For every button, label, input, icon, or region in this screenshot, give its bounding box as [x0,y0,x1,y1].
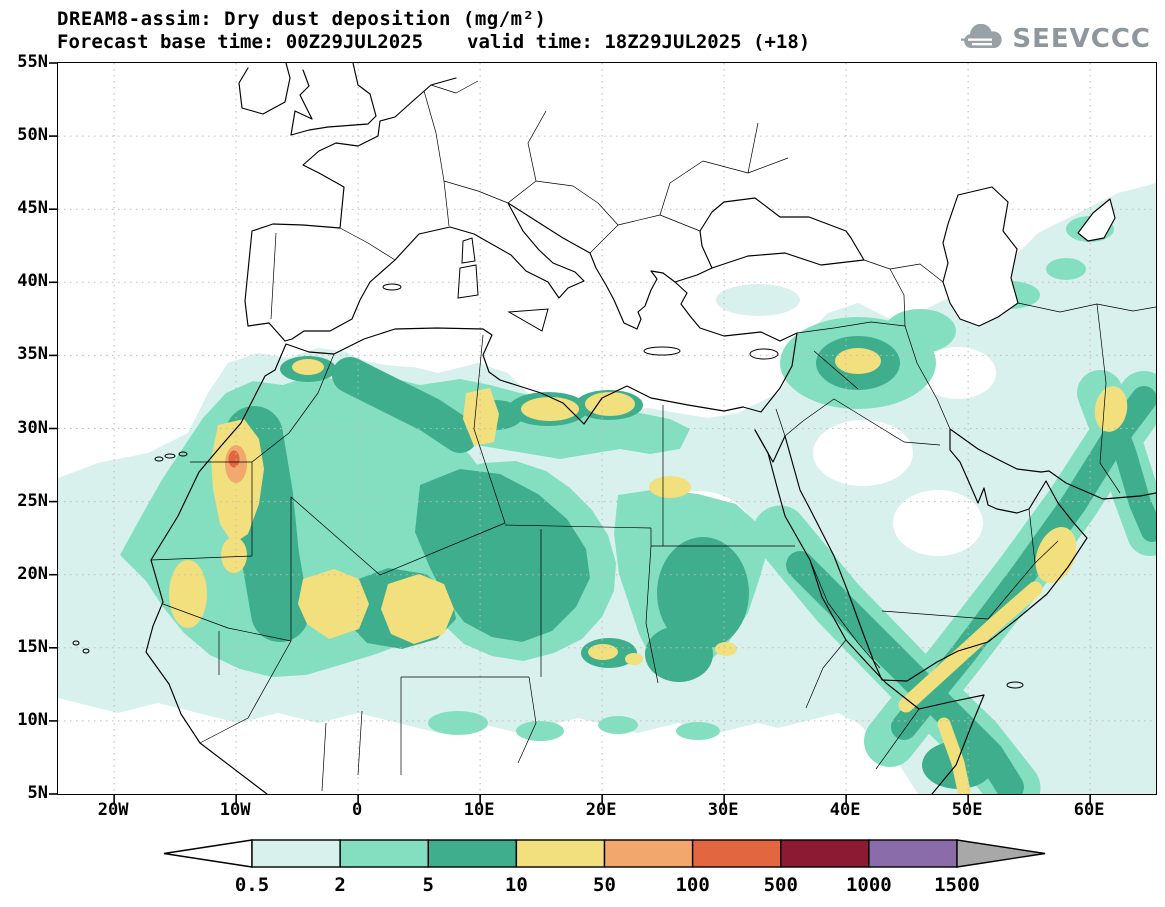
y-tick-label: 35N [17,344,48,365]
x-tick-label: 10W [219,800,251,820]
colorbar-segment [251,839,341,868]
x-tick-label: 20W [97,800,129,820]
y-tick-label: 45N [17,198,48,219]
x-tick-label: 50E [951,800,983,820]
subtitle: Forecast base time: 00Z29JUL2025 valid t… [57,31,810,53]
colorbar-level-label: 1000 [845,874,892,896]
colorbar-level-label: 5 [422,874,434,896]
y-tick-label: 30N [17,417,48,438]
map [49,62,1157,803]
colorbar-arrow-low [163,839,253,868]
y-tick-label: 50N [17,125,48,146]
colorbar-level-label: 100 [675,874,710,896]
colorbar-segment [868,839,958,868]
y-tick-label: 40N [17,271,48,292]
colorbar-segment [780,839,870,868]
colorbar-level-label: 0.5 [234,874,270,896]
x-tick-label: 40E [829,800,861,820]
colorbar-segment [339,839,429,868]
colorbar-level-label: 1500 [934,874,980,896]
country-borders [150,80,1157,792]
colorbar-level-label: 2 [334,874,346,896]
colorbar-segment [603,839,694,868]
x-tick-label: 60E [1073,800,1105,820]
x-tick-label: 10E [463,800,495,820]
forecast-base-time: Forecast base time: 00Z29JUL2025 [57,31,424,53]
colorbar-level-label: 500 [763,874,798,896]
y-tick-label: 55N [17,52,48,72]
x-tick-label: 20E [585,800,617,820]
logo-text: SEEVCCC [1012,24,1151,54]
axis-ticks [49,62,1091,803]
x-tick-label: 30E [707,800,739,820]
colorbar-segment [427,839,518,868]
colorbar-segment [515,839,606,868]
dust-contours [58,183,1156,794]
y-tick-label: 15N [17,636,48,657]
map-plot [49,62,1157,803]
y-tick-label: 20N [17,563,48,584]
colorbar-segment [691,839,782,868]
y-tick-label: 10N [17,709,48,730]
y-tick-label: 5N [27,783,48,803]
y-tick-label: 25N [17,490,48,511]
colorbar-level-label: 10 [504,874,528,896]
seevccc-logo: SEEVCCC [961,24,1151,54]
page-title: DREAM8-assim: Dry dust deposition (mg/m²… [57,8,547,30]
coastlines [72,62,1157,795]
cloud-icon [961,24,1003,48]
colorbar-arrow-high [956,839,1046,868]
x-tick-label: 0 [351,800,363,820]
colorbar-bar [163,839,1046,868]
colorbar: 0.5 2 5 10 50 100 500 1000 1500 [0,836,1165,906]
valid-time: valid time: 18Z29JUL2025 (+18) [467,31,811,53]
colorbar-level-label: 50 [593,874,616,896]
